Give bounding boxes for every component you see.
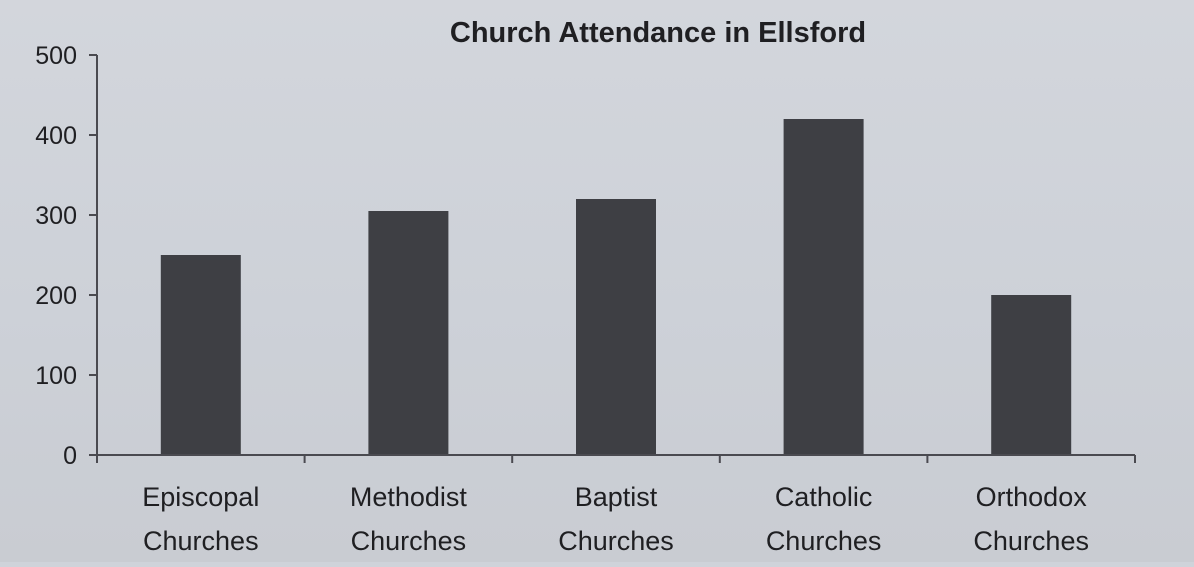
bar (160, 255, 241, 455)
x-category-label: Churches (766, 526, 882, 556)
labels-group: 0 100 200 300 400 500 Episcopal Churches Methodi… (35, 42, 1089, 556)
y-tick-label: 500 (35, 42, 77, 70)
x-category-label: Baptist (575, 482, 658, 512)
axes-group (89, 54, 1136, 463)
x-category-label: Episcopal (142, 482, 259, 512)
y-tick-label: 100 (35, 362, 77, 390)
x-category-label: Methodist (350, 482, 468, 512)
x-category-label: Catholic (775, 482, 873, 512)
bars-group (160, 119, 1072, 455)
y-tick-label: 200 (35, 282, 77, 310)
y-tick-label: 0 (63, 442, 77, 470)
bar (783, 119, 864, 455)
bar (991, 295, 1072, 455)
bar (576, 199, 656, 455)
y-tick-label: 300 (35, 202, 77, 230)
chart-title: Church Attendance in Ellsford (450, 17, 866, 49)
x-category-label: Churches (143, 526, 259, 556)
y-tick-label: 400 (35, 122, 77, 150)
x-category-label: Churches (558, 526, 674, 556)
x-category-label: Churches (973, 526, 1089, 556)
x-category-label: Churches (351, 526, 467, 556)
x-category-label: Orthodox (976, 482, 1088, 512)
bar (368, 211, 449, 455)
